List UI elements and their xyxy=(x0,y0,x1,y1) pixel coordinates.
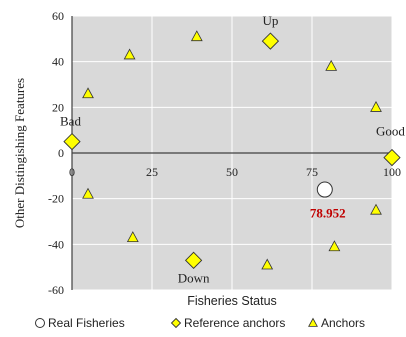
y-tick-label: -40 xyxy=(48,237,64,251)
anchor-point xyxy=(325,59,338,71)
y-tick-label: -20 xyxy=(48,192,64,206)
y-tick-label: 20 xyxy=(52,100,64,114)
legend-label: Anchors xyxy=(321,316,365,330)
y-tick-label: 60 xyxy=(52,9,64,23)
annotations: Bad Good Up Down xyxy=(60,13,405,285)
anchor-point xyxy=(82,187,94,199)
legend-triangle-icon xyxy=(308,317,318,327)
reference-anchor-point xyxy=(261,32,280,50)
anchor-point xyxy=(328,240,341,252)
annotation-bad: Bad xyxy=(60,114,81,129)
x-tick-label: 100 xyxy=(383,165,401,179)
annotation-up: Up xyxy=(262,13,278,28)
x-tick-label: 25 xyxy=(146,165,158,179)
x-tick-label: 50 xyxy=(226,165,238,179)
reference-anchor-point xyxy=(184,251,203,269)
legend-label: Reference anchors xyxy=(184,316,285,330)
reference-anchor-point xyxy=(63,132,81,151)
anchor-point xyxy=(370,203,382,215)
reference-anchor-point xyxy=(383,148,401,167)
x-tick-label: 75 xyxy=(306,165,318,179)
anchor-point xyxy=(82,87,94,99)
legend-label: Real Fisheries xyxy=(48,316,125,330)
legend-diamond-icon xyxy=(170,317,182,329)
y-tick-label: 0 xyxy=(58,146,64,160)
x-tick-label: 0 xyxy=(69,165,75,179)
tick-labels: -60 -40 -20 0 20 40 60 0 25 50 75 100 xyxy=(48,9,401,297)
annotation-down: Down xyxy=(178,270,210,285)
anchor-point xyxy=(123,48,136,60)
x-axis-label: Fisheries Status xyxy=(187,294,277,308)
anchor-point xyxy=(126,231,139,243)
legend-circle-icon xyxy=(35,318,45,328)
y-tick-label: 40 xyxy=(52,55,64,69)
real-fishery-point xyxy=(316,181,333,198)
annotation-good: Good xyxy=(376,124,405,139)
legend: Real Fisheries Reference anchors Anchors xyxy=(35,316,365,330)
anchor-point xyxy=(190,30,203,42)
y-tick-label: -60 xyxy=(48,283,64,297)
anchor-point xyxy=(370,100,382,112)
y-axis-label: Other Distingishing Features xyxy=(12,78,27,228)
data-points xyxy=(63,30,401,270)
real-fishery-value-label: 78.952 xyxy=(310,206,346,221)
anchor-point xyxy=(261,258,274,270)
axes xyxy=(71,16,392,290)
